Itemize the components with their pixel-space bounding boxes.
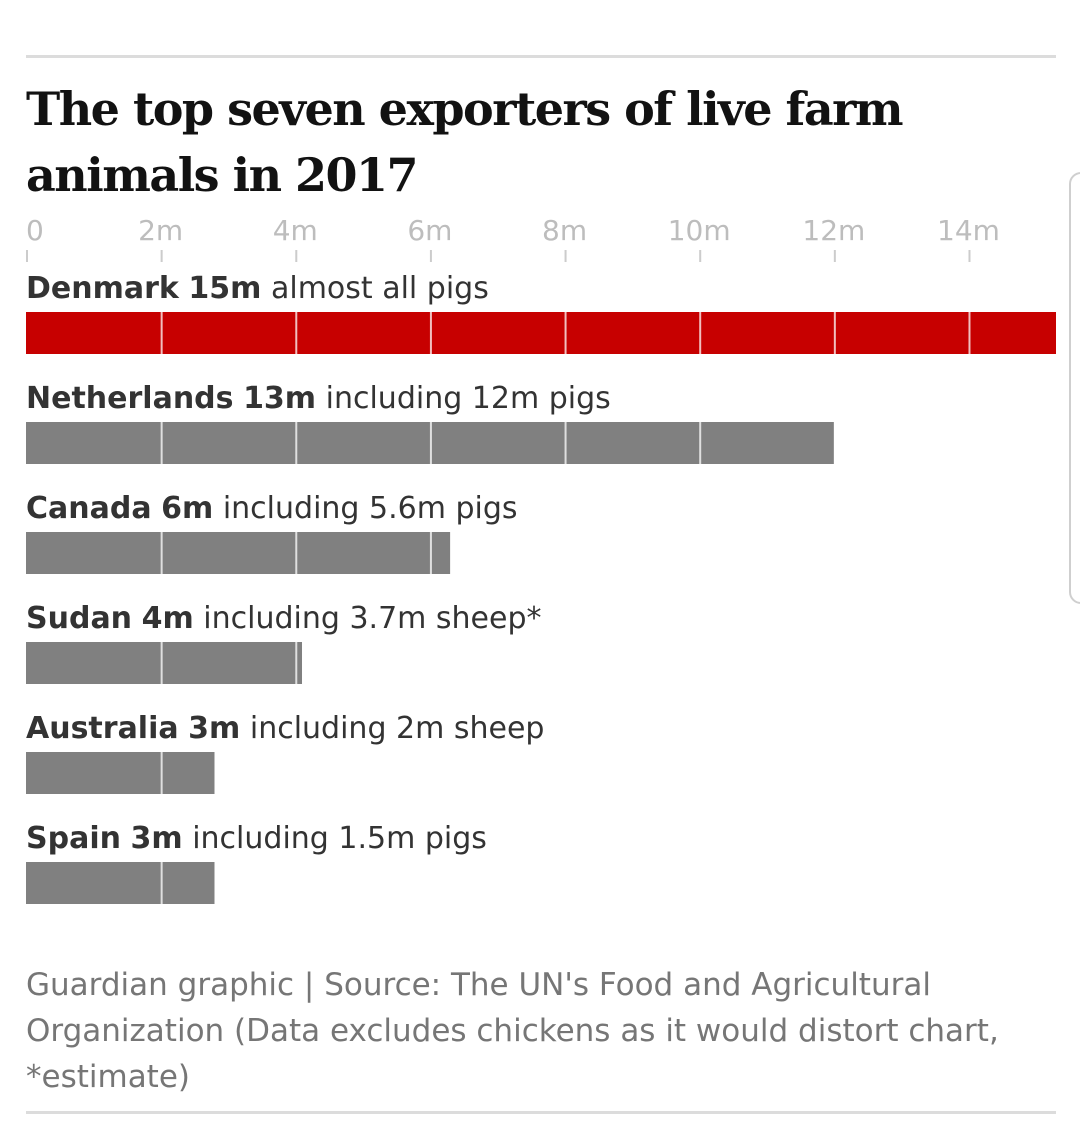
bar-note: including 12m pigs [326,381,611,416]
bar [26,642,303,684]
bar-label: Netherlands 13m including 12m pigs [26,381,611,416]
bar-label: Sudan 4m including 3.7m sheep* [26,601,542,636]
scrollbar[interactable] [1069,172,1080,604]
x-tick-label: 14m [937,214,1000,247]
x-tick-label: 12m [802,214,865,247]
total-value: 4m [142,601,194,636]
total-value: 6m [161,491,213,526]
x-tick-label: 8m [542,214,587,247]
bar-label: Denmark 15m almost all pigs [26,271,489,306]
country-name: Spain [26,821,121,856]
bottom-rule [26,1111,1056,1114]
x-tick-label: 4m [273,214,318,247]
bar-note: including 2m sheep [250,711,545,746]
bar-label: Spain 3m including 1.5m pigs [26,821,487,856]
bar [26,752,215,794]
total-value: 13m [243,381,316,416]
country-name: Sudan [26,601,132,636]
bar-note: including 5.6m pigs [223,491,518,526]
top-rule [26,55,1056,58]
bar-label: Canada 6m including 5.6m pigs [26,491,518,526]
source-note: Guardian graphic | Source: The UN's Food… [26,967,999,1095]
bar-note: including 1.5m pigs [192,821,487,856]
total-value: 3m [131,821,183,856]
bar [26,862,215,904]
total-value: 15m [188,271,261,306]
x-tick-label: 2m [138,214,183,247]
country-name: Australia [26,711,179,746]
country-name: Denmark [26,271,180,306]
total-value: 3m [188,711,240,746]
x-tick-label: 0 [26,214,44,247]
bar-note: almost all pigs [271,271,489,306]
country-name: Netherlands [26,381,234,416]
bar [26,312,1056,354]
bar-label: Australia 3m including 2m sheep [26,711,544,746]
country-name: Canada [26,491,152,526]
bar [26,532,451,574]
chart-title: The top seven exporters of live farm ani… [26,82,904,202]
bar-note: including 3.7m sheep* [203,601,541,636]
x-tick-label: 6m [407,214,452,247]
x-tick-label: 10m [668,214,731,247]
